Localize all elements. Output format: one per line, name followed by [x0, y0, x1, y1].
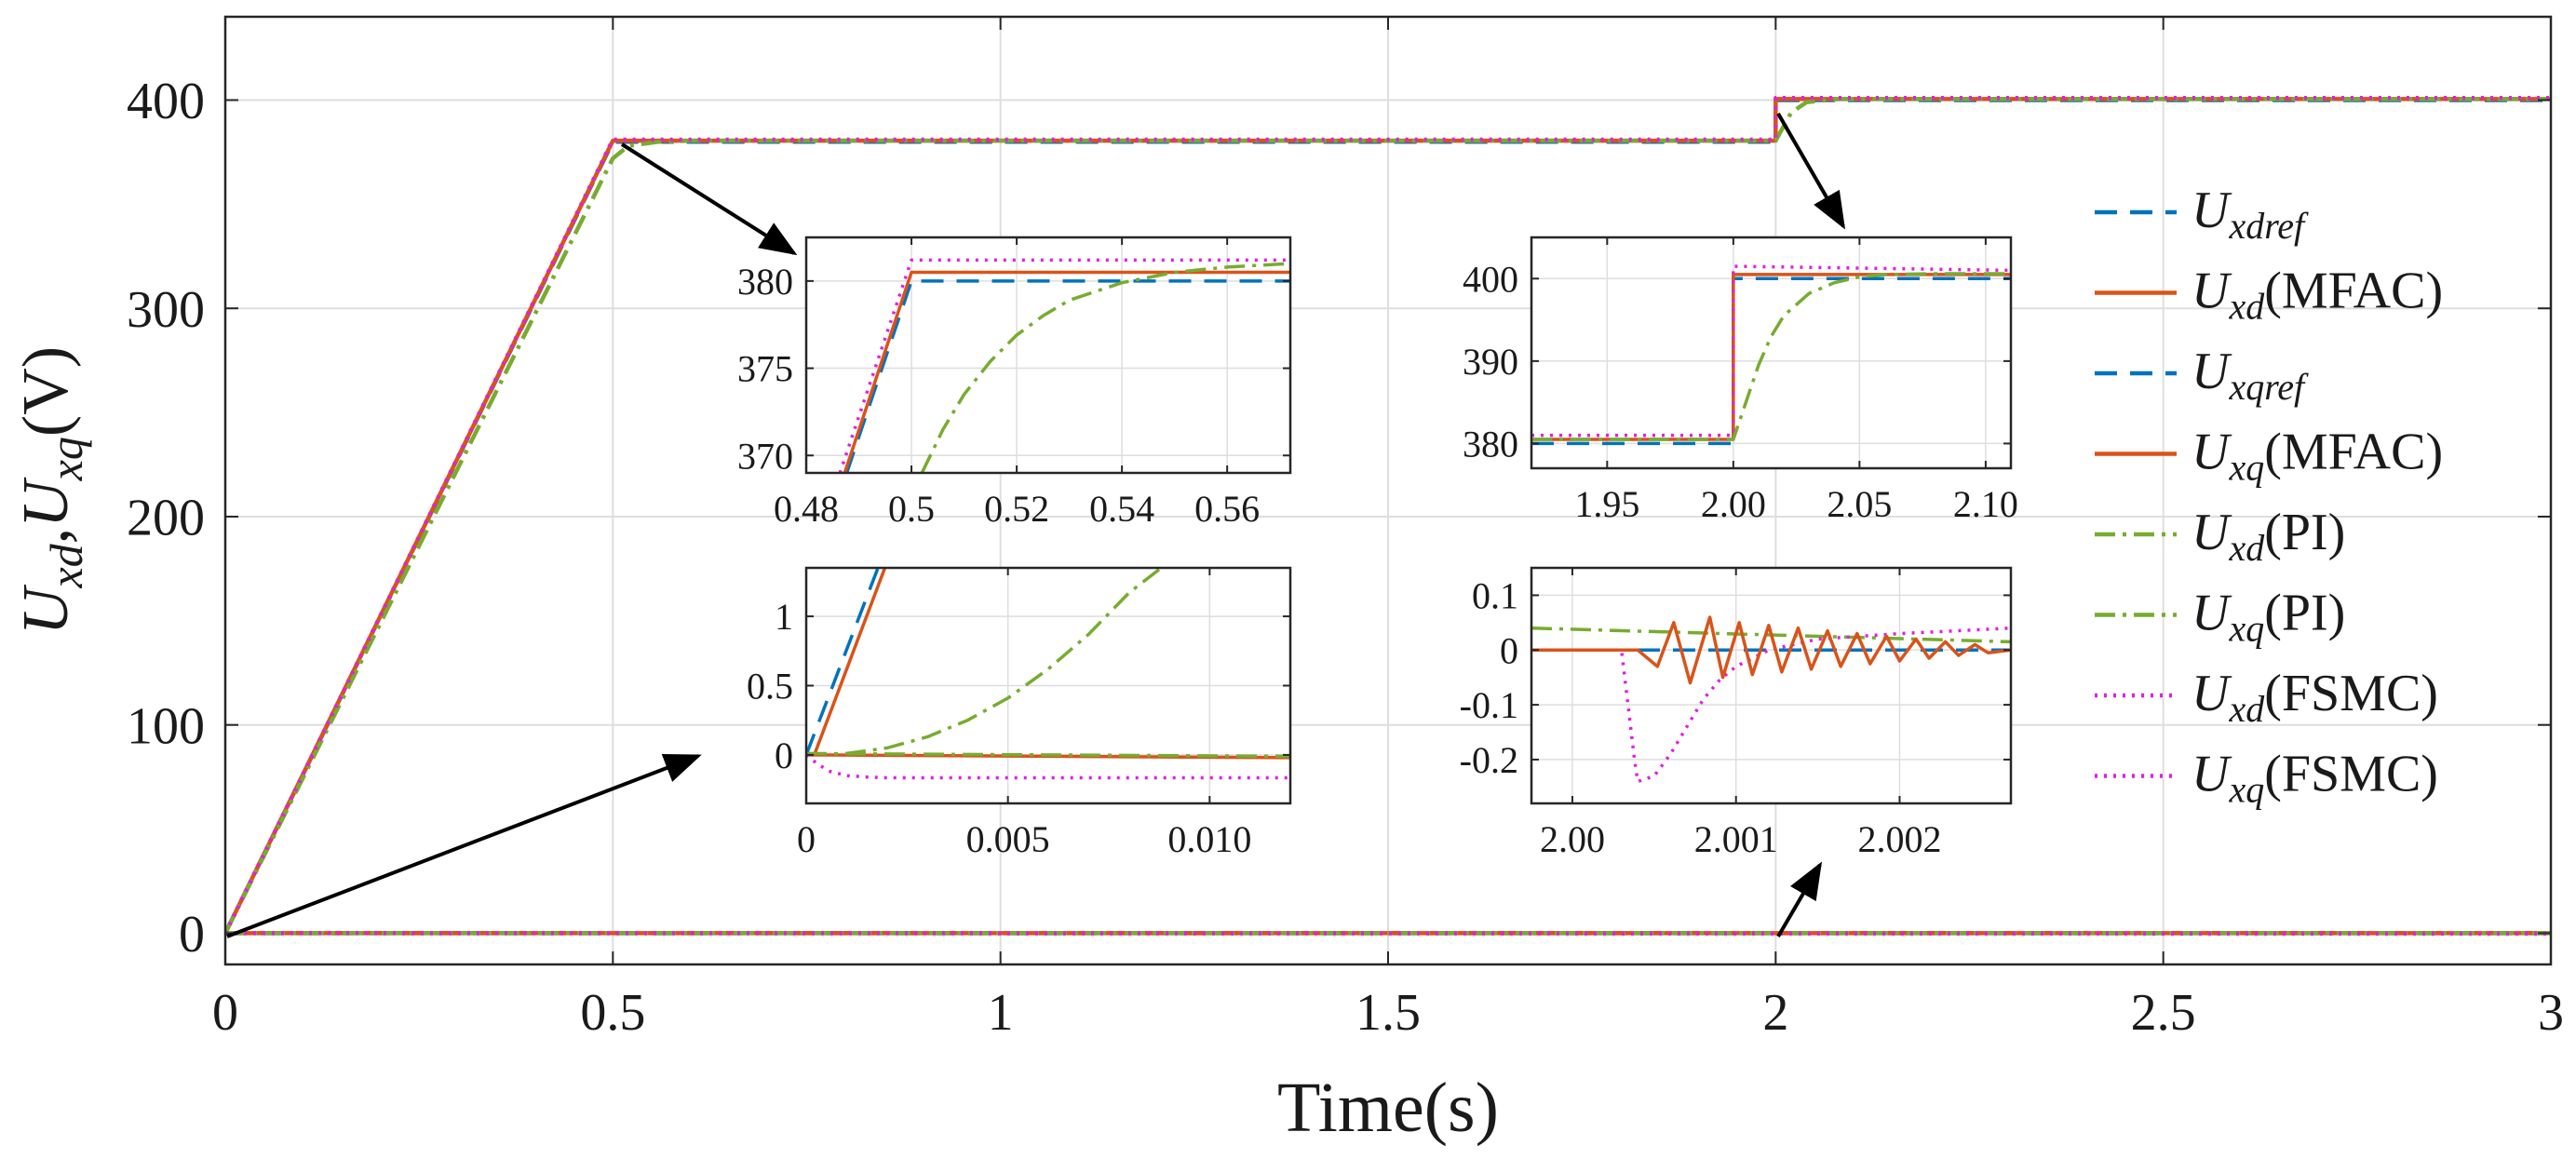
x-tick-label: 2: [1762, 984, 1788, 1042]
legend-label: Uxq(FSMC): [2192, 746, 2438, 811]
y-tick-label: 0: [1500, 629, 1518, 671]
x-tick-label: 0.48: [774, 488, 839, 530]
series-line-fsmc: [225, 96, 2551, 935]
x-tick-label: 2.05: [1827, 483, 1892, 525]
y-tick-label: 0.1: [1472, 574, 1518, 616]
series-line-fsmc: [838, 258, 1290, 473]
series-line-pi: [1531, 272, 2011, 441]
x-tick-label: 2.00: [1701, 483, 1766, 525]
x-tick-label: 2.5: [2131, 984, 2196, 1042]
y-tick-label: 370: [737, 435, 793, 477]
series-line-pi: [806, 751, 1290, 759]
arrow-to-step-uq-inset: [1776, 861, 1823, 938]
y-tick-label: 380: [1463, 423, 1518, 465]
x-tick-label: 0.52: [984, 488, 1049, 530]
x-tick-label: 0.5: [888, 488, 935, 530]
zoom_step_ud-background: [1531, 237, 2011, 468]
arrow-to-startup-uq-inset: [226, 753, 702, 938]
x-tick-label: 2.10: [1953, 483, 2018, 525]
arrow-to-step-ud-inset: [1776, 112, 1846, 230]
series-line-fsmc: [806, 753, 1290, 780]
legend: Uxdref Uxd(MFAC) Uxqref Uxq(MFAC) Uxd(PI) Uxq…: [2095, 182, 2443, 811]
legend-label: Uxdref: [2192, 182, 2309, 247]
zoom_step_uq-background: [1531, 568, 2011, 803]
y-tick-label: 400: [1463, 258, 1518, 300]
zoom_step_uq-frame: [1530, 566, 2013, 805]
y-tick-label: 0.5: [747, 666, 793, 708]
series-line-pi: [920, 262, 1290, 473]
x-tick-label: 1: [988, 984, 1014, 1042]
zoom_step_ud-frame: [1530, 236, 2013, 470]
x-tick-label: 2.001: [1694, 818, 1778, 860]
y-tick-label: -0.2: [1460, 739, 1518, 781]
main-grid: [224, 17, 2552, 964]
legend-label: Uxq(MFAC): [2192, 424, 2443, 489]
x-tick-label: 1.5: [1355, 984, 1421, 1042]
series-line-mfac: [843, 270, 1290, 473]
series-line-fsmc: [225, 931, 2551, 937]
y-tick-label: 100: [127, 697, 205, 755]
y-tick-label: 1: [775, 596, 793, 638]
legend-label: Uxd(FSMC): [2192, 665, 2438, 730]
legend-label: Uxq(PI): [2192, 585, 2345, 650]
x-tick-label: 0.5: [580, 984, 645, 1042]
series-line-pi: [225, 97, 2551, 935]
x-tick-label: 2.002: [1857, 818, 1941, 860]
y-tick-label: 390: [1463, 341, 1518, 383]
x-tick-label: 0.54: [1089, 488, 1154, 530]
y-tick-label: 400: [127, 73, 205, 130]
y-axis-label: Uxd,Uxq(V): [10, 346, 92, 635]
arrow-to-startup-ud-inset: [620, 142, 798, 256]
legend-label: Uxqref: [2192, 343, 2309, 408]
main-series: [225, 96, 2551, 937]
x-tick-label: 0: [797, 818, 816, 860]
x-tick-label: 1.95: [1574, 483, 1639, 525]
x-tick-label: 2.00: [1540, 818, 1605, 860]
x-tick-label: 3: [2538, 984, 2564, 1042]
x-tick-label: 0.005: [966, 818, 1050, 860]
legend-label: Uxd(PI): [2192, 504, 2345, 569]
y-tick-label: 0: [775, 734, 793, 776]
zoom-arrows: [226, 112, 1846, 938]
y-tick-label: 200: [127, 490, 205, 547]
x-tick-label: 0.010: [1167, 818, 1251, 860]
y-tick-label: 375: [737, 348, 793, 390]
y-tick-label: -0.1: [1460, 684, 1518, 726]
zoom_startup_ud-frame: [804, 236, 1292, 475]
series-line-mfac: [1531, 615, 2011, 685]
y-tick-label: 380: [737, 261, 793, 303]
x-axis-label: Time(s): [1277, 1069, 1499, 1147]
legend-label: Uxd(MFAC): [2192, 263, 2443, 328]
y-tick-label: 300: [127, 281, 205, 339]
zoom_step_ud-inset: 1.95 2.00 2.05 2.10 380 390 400: [1463, 236, 2018, 525]
zoom_startup_uq-frame: [804, 566, 1292, 805]
zoom_startup_ud-inset: 0.48 0.5 0.52 0.54 0.56 370 375 380: [737, 236, 1292, 530]
zoom_step_uq-inset: 2.00 2.001 2.002 0.1 0 -0.1 -0.2: [1460, 566, 2013, 860]
y-tick-label: 0: [179, 906, 205, 964]
x-tick-label: 0: [212, 984, 238, 1042]
zoom_startup_uq-inset: 0 0.005 0.010 0 0.5 1: [747, 566, 1292, 860]
x-tick-label: 0.56: [1194, 488, 1260, 530]
zoom-insets: 0.48 0.5 0.52 0.54 0.56 370 375 380 1.95 2.00 2.05…: [737, 236, 2018, 860]
